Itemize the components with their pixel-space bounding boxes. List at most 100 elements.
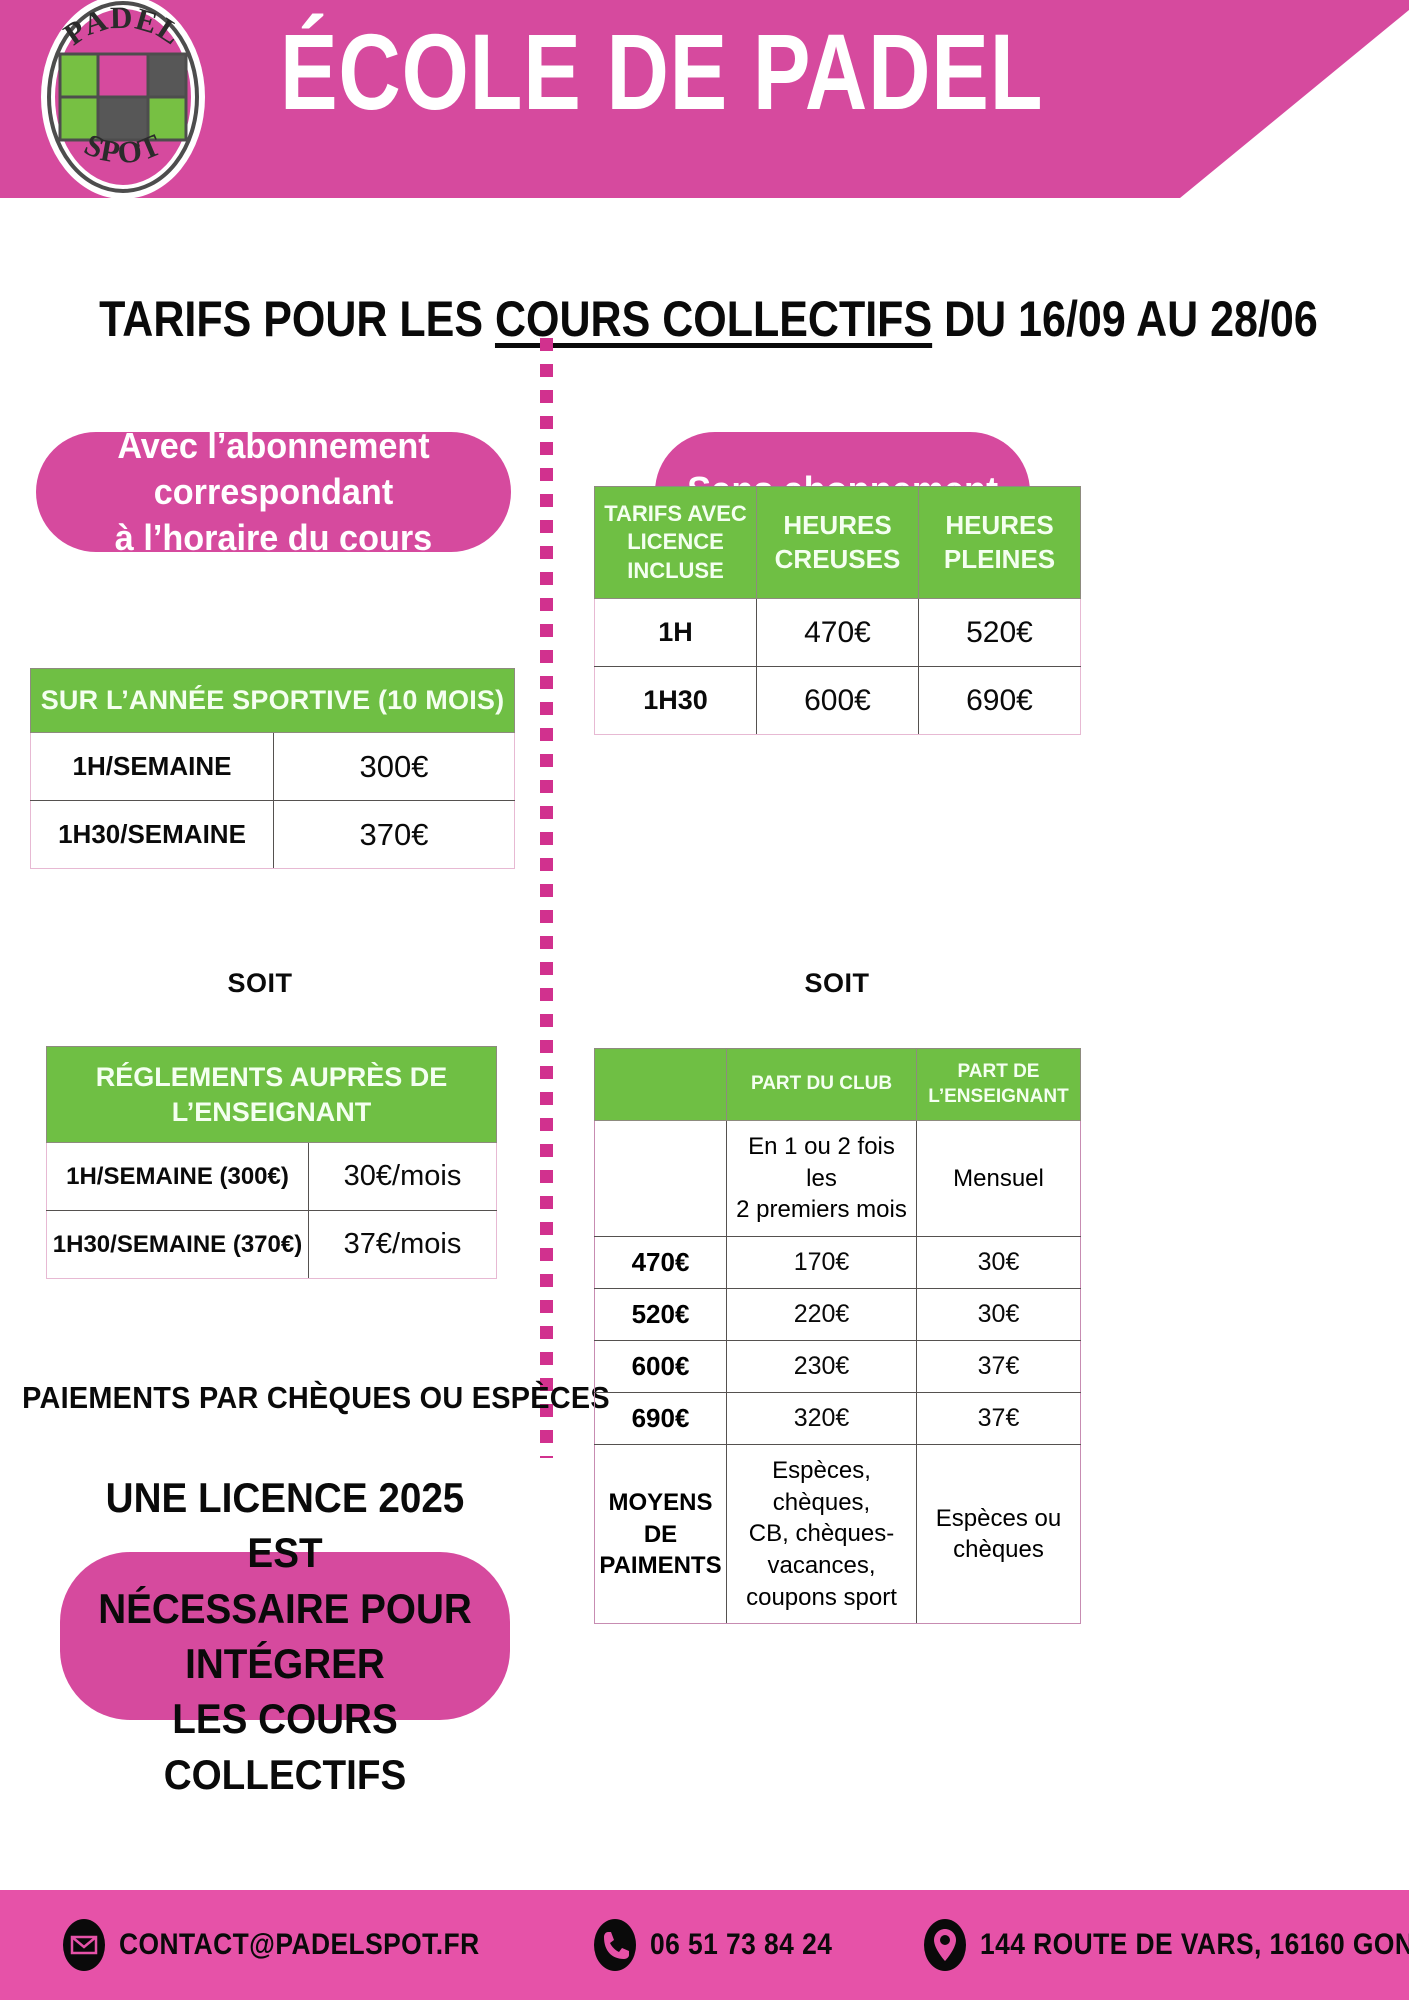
cell-enseignant: 30€ xyxy=(916,1236,1081,1290)
footer-contact-bar: CONTACT@PADELSPOT.FR 06 51 73 84 24 144 … xyxy=(0,1890,1409,2000)
cell-enseignant: 30€ xyxy=(916,1288,1081,1342)
footer-phone-text: 06 51 73 84 24 xyxy=(649,1928,833,1961)
cell-value: 30€/mois xyxy=(307,1142,498,1211)
cell-total: 600€ xyxy=(594,1340,727,1394)
paiements-note: PAIEMENTS PAR CHÈQUES OU ESPÈCES xyxy=(0,1380,609,1416)
padel-spot-logo: PADEL SPOT xyxy=(38,0,208,202)
cell-label: 1H30/SEMAINE (370€) xyxy=(46,1210,309,1279)
table-row: 600€ 230€ 37€ xyxy=(594,1340,1081,1394)
mp-ens-line2: chèques xyxy=(953,1536,1044,1564)
cell-creuses: 470€ xyxy=(756,598,919,667)
header-heures-pleines: HEURES PLEINES xyxy=(918,486,1081,599)
h-line2: LICENCE xyxy=(627,529,724,555)
page-title-part1: TARIFS POUR LES xyxy=(99,291,495,347)
h-line1: PART DE xyxy=(957,1060,1040,1082)
cell-moyens-enseignant: Espèces ou chèques xyxy=(916,1444,1081,1625)
page-title: TARIFS POUR LES COURS COLLECTIFS DU 16/0… xyxy=(0,290,1409,348)
reglements-header-line1: RÉGLEMENTS AUPRÈS DE xyxy=(95,1061,448,1092)
mp-line1: MOYENS xyxy=(608,1489,713,1517)
mp-line2: DE xyxy=(643,1520,678,1548)
table-row-note: En 1 ou 2 fois les 2 premiers mois Mensu… xyxy=(594,1119,1081,1238)
page-title-part2: DU 16/09 AU 28/06 xyxy=(932,291,1318,347)
licence-line2: NÉCESSAIRE POUR INTÉGRER xyxy=(98,1584,472,1687)
h-line1: HEURES xyxy=(945,509,1054,540)
mp-club-line4: vacances, xyxy=(767,1552,876,1580)
table-header-row: TARIFS AVEC LICENCE INCLUSE HEURES CREUS… xyxy=(594,486,1081,599)
cell-club: 170€ xyxy=(726,1236,917,1290)
licence-line1: UNE LICENCE 2025 EST xyxy=(105,1473,465,1577)
note-line2: 2 premiers mois xyxy=(736,1196,907,1224)
table-row: 470€ 170€ 30€ xyxy=(594,1236,1081,1290)
page-title-underlined: COURS COLLECTIFS xyxy=(494,291,933,347)
phone-icon xyxy=(593,1918,637,1972)
table-row: 1H/SEMAINE 300€ xyxy=(30,732,516,801)
h-line2: L’ENSEIGNANT xyxy=(928,1085,1069,1107)
footer-address-item[interactable]: 144 ROUTE DE VARS, 16160 GOND-PONTOUVRE xyxy=(923,1918,1409,1972)
cell-club: 320€ xyxy=(726,1392,917,1446)
h-line1: TARIFS AVEC xyxy=(604,500,747,526)
table-row: 520€ 220€ 30€ xyxy=(594,1288,1081,1342)
cell-moyens-club: Espèces, chèques, CB, chèques- vacances,… xyxy=(726,1444,917,1625)
header-part-du-club: PART DU CLUB xyxy=(726,1048,917,1121)
mp-club-line5: coupons sport xyxy=(746,1583,897,1611)
cell-pleines: 520€ xyxy=(918,598,1081,667)
mp-club-line2: chèques, xyxy=(772,1488,871,1516)
footer-email-text: CONTACT@PADELSPOT.FR xyxy=(119,1928,480,1961)
header-heures-creuses: HEURES CREUSES xyxy=(756,486,919,599)
header-title: ÉCOLE DE PADEL xyxy=(280,11,1044,132)
cell-note-enseignant: Mensuel xyxy=(916,1119,1081,1238)
cell-club: 230€ xyxy=(726,1340,917,1394)
table-row: 1H30/SEMAINE (370€) 37€/mois xyxy=(46,1210,498,1279)
table-row-payments: MOYENS DE PAIMENTS Espèces, chèques, CB,… xyxy=(594,1444,1081,1625)
header-banner: PADEL SPOT ÉCOLE DE PADEL xyxy=(0,0,1409,199)
table-row: 1H30/SEMAINE 370€ xyxy=(30,800,516,869)
email-icon xyxy=(62,1918,106,1972)
table-parts: PART DU CLUB PART DE L’ENSEIGNANT En 1 o… xyxy=(594,1048,1081,1625)
header-tarifs-licence-incluse: TARIFS AVEC LICENCE INCLUSE xyxy=(594,486,757,599)
location-pin-icon xyxy=(923,1918,967,1972)
cell-value: 37€/mois xyxy=(307,1210,498,1279)
cell-club: 220€ xyxy=(726,1288,917,1342)
cell-enseignant: 37€ xyxy=(916,1392,1081,1446)
mp-ens-line1: Espèces ou xyxy=(935,1504,1062,1532)
cell-value: 300€ xyxy=(272,732,516,801)
mp-line3: PAIMENTS xyxy=(599,1551,722,1579)
paiements-note-text: PAIEMENTS PAR CHÈQUES OU ESPÈCES xyxy=(22,1380,610,1415)
table-tarifs-licence: TARIFS AVEC LICENCE INCLUSE HEURES CREUS… xyxy=(594,486,1081,735)
cell-moyens-paiements-label: MOYENS DE PAIMENTS xyxy=(594,1444,727,1625)
cell-total: 690€ xyxy=(594,1392,727,1446)
soit-label-left: SOIT xyxy=(227,968,293,998)
note-line1: En 1 ou 2 fois les xyxy=(748,1133,895,1192)
footer-email-item[interactable]: CONTACT@PADELSPOT.FR xyxy=(62,1918,529,1972)
left-pill-line1: Avec l’abonnement correspondant xyxy=(117,424,430,512)
h-line3: INCLUSE xyxy=(627,557,724,583)
footer-address-text: 144 ROUTE DE VARS, 16160 GOND-PONTOUVRE xyxy=(980,1928,1409,1961)
table-reglements-header: RÉGLEMENTS AUPRÈS DE L’ENSEIGNANT xyxy=(45,1046,498,1143)
cell-duration: 1H xyxy=(594,598,757,667)
cell-enseignant: 37€ xyxy=(916,1340,1081,1394)
cell-duration: 1H30 xyxy=(594,666,757,735)
cell-label: 1H/SEMAINE xyxy=(30,732,274,801)
table-annee-header: SUR L’ANNÉE SPORTIVE (10 MOIS) xyxy=(29,668,516,733)
header-background xyxy=(0,0,1409,198)
h-line1: HEURES xyxy=(783,509,892,540)
table-reglements: RÉGLEMENTS AUPRÈS DE L’ENSEIGNANT 1H/SEM… xyxy=(45,1046,498,1279)
left-pill-line2: à l’horaire du cours xyxy=(114,517,433,559)
cell-pleines: 690€ xyxy=(918,666,1081,735)
header-part-enseignant: PART DE L’ENSEIGNANT xyxy=(916,1048,1081,1121)
table-header-row: RÉGLEMENTS AUPRÈS DE L’ENSEIGNANT xyxy=(45,1046,498,1143)
mp-club-line3: CB, chèques- xyxy=(748,1520,895,1548)
cell-value: 370€ xyxy=(272,800,516,869)
reglements-header-line2: L’ENSEIGNANT xyxy=(171,1096,372,1127)
mp-club-line1: Espèces, xyxy=(772,1457,871,1485)
left-section-pill: Avec l’abonnement correspondant à l’hora… xyxy=(36,425,511,558)
table-header-row: SUR L’ANNÉE SPORTIVE (10 MOIS) xyxy=(29,668,516,733)
h-line2: PLEINES xyxy=(943,543,1056,574)
vertical-dotted-divider xyxy=(540,338,553,1458)
cell-total: 520€ xyxy=(594,1288,727,1342)
table-row: 1H 470€ 520€ xyxy=(594,598,1081,667)
table-row: 1H/SEMAINE (300€) 30€/mois xyxy=(46,1142,498,1211)
cell-note-club: En 1 ou 2 fois les 2 premiers mois xyxy=(726,1119,917,1238)
header-empty xyxy=(594,1048,727,1121)
footer-phone-item[interactable]: 06 51 73 84 24 xyxy=(593,1918,857,1972)
